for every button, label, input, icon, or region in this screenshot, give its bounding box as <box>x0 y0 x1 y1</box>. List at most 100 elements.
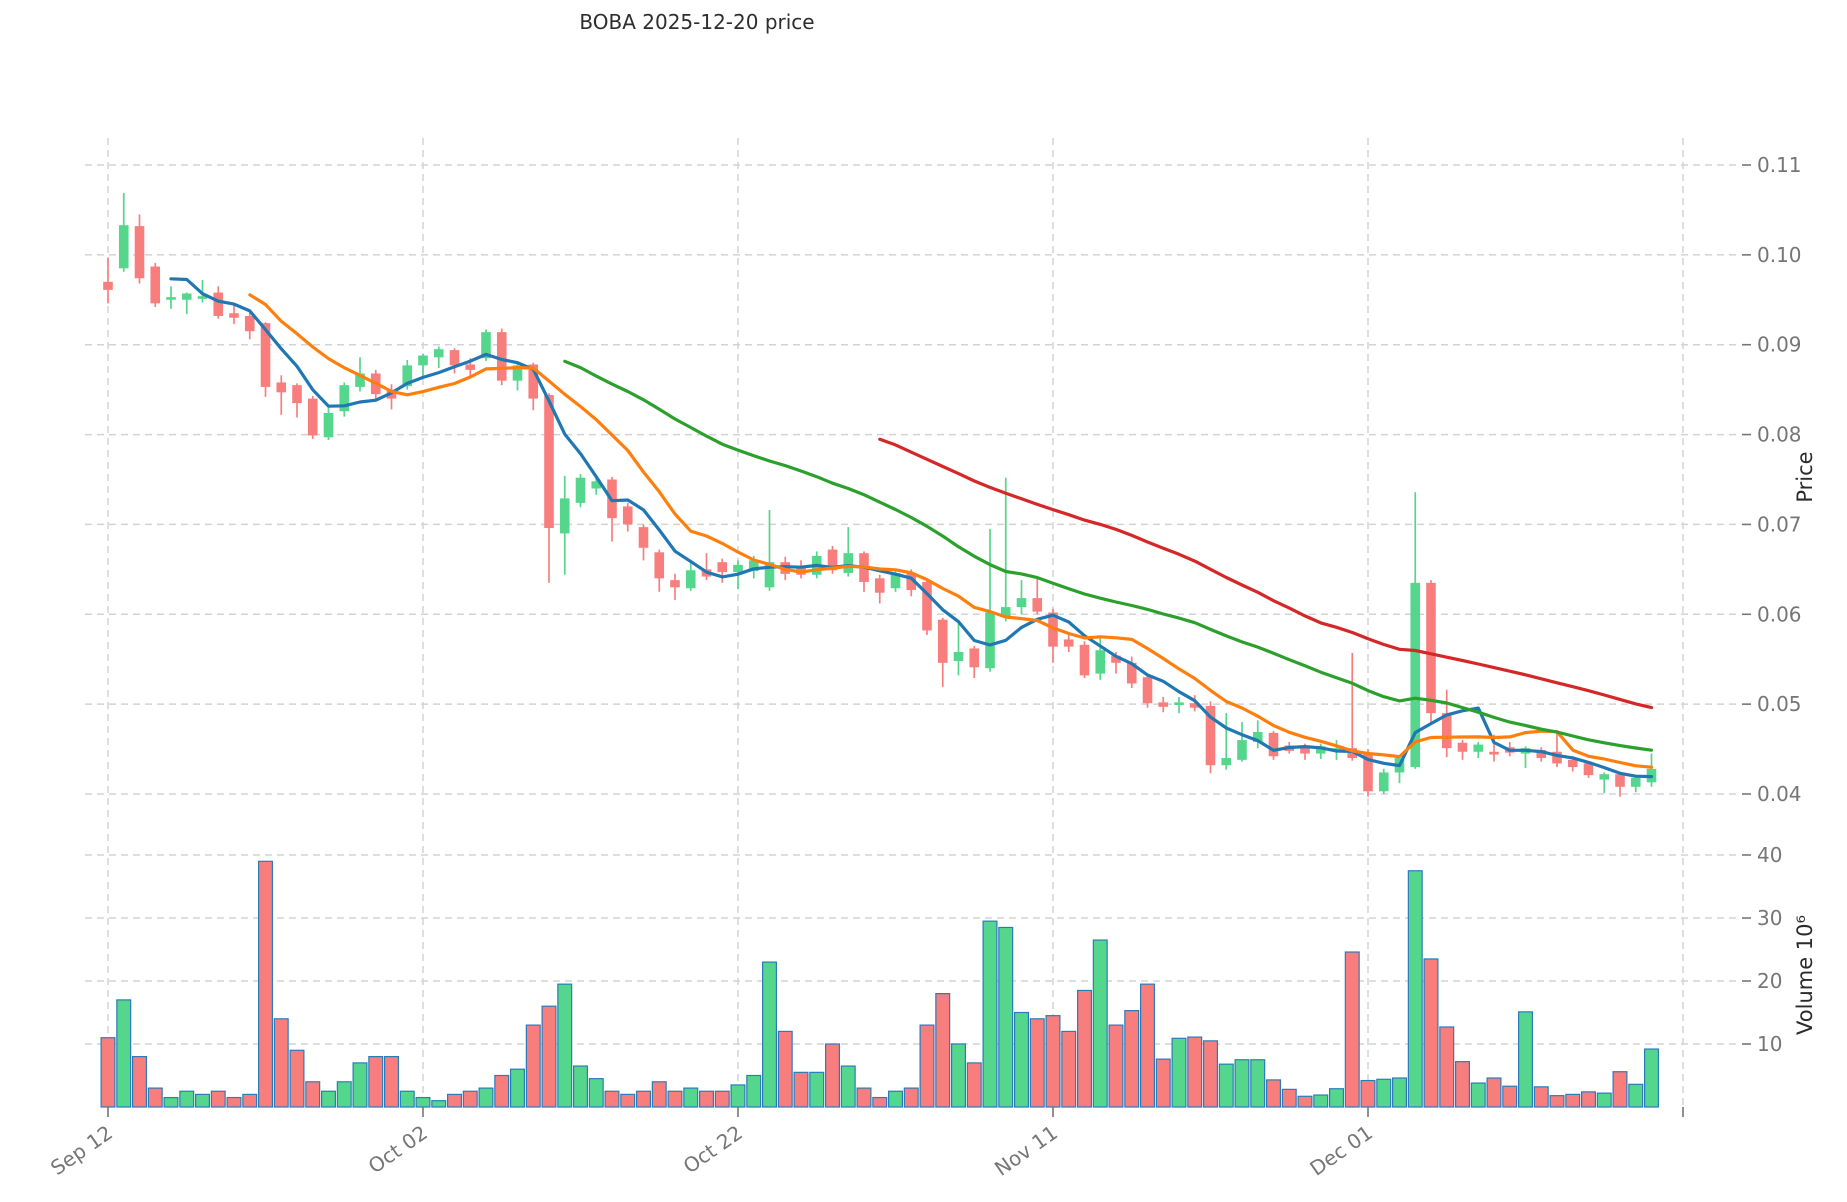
volume-bar <box>1013 1011 1029 1108</box>
candle-body <box>402 365 413 387</box>
volume-bar <box>462 1090 478 1108</box>
candle-body <box>276 382 287 393</box>
volume-bar <box>840 1065 856 1108</box>
candle <box>433 346 444 369</box>
candle-body <box>1158 702 1169 707</box>
chart-title: BOBA 2025-12-20 price <box>579 10 814 34</box>
candle-body <box>1441 713 1452 749</box>
volume-bar <box>273 1018 289 1108</box>
candle <box>1457 740 1468 760</box>
candle-body <box>670 580 680 588</box>
volume-bar <box>620 1093 636 1108</box>
candle <box>1378 768 1389 794</box>
volume-bar <box>1045 1015 1061 1108</box>
volume-bar <box>289 1049 305 1108</box>
candle <box>1221 713 1232 770</box>
volume-bar <box>588 1078 604 1108</box>
candle-body <box>1536 749 1547 759</box>
candle-body <box>307 398 318 436</box>
candle-body <box>1410 582 1421 768</box>
candle <box>1205 701 1216 774</box>
candle <box>559 475 570 575</box>
volume-bar <box>132 1055 148 1108</box>
mav5-line <box>169 277 1654 779</box>
candle-body <box>1111 655 1121 663</box>
candle <box>607 476 617 542</box>
candle-body <box>355 373 365 387</box>
price-axis-title: Price <box>1793 451 1817 502</box>
volume-bar <box>824 1043 840 1108</box>
grid-layer <box>85 138 1740 1107</box>
candle-body <box>733 564 743 573</box>
volume-bar <box>1313 1094 1329 1108</box>
candle <box>449 348 460 374</box>
price-tick-label: 0.04 <box>1757 782 1802 806</box>
candle-body <box>764 562 775 588</box>
candle <box>118 192 129 272</box>
volume-bar <box>793 1071 809 1108</box>
volume-bar <box>1423 958 1439 1108</box>
candle <box>1615 771 1625 797</box>
candle-body <box>654 552 665 579</box>
candle <box>622 502 633 532</box>
volume-bar <box>242 1093 258 1108</box>
date-tick-label: Oct 22 <box>679 1120 747 1178</box>
volume-bar <box>336 1081 352 1108</box>
candle <box>307 395 318 440</box>
candle <box>181 292 192 315</box>
candle-body <box>1630 777 1641 787</box>
candle-body <box>559 498 570 534</box>
candle-body <box>1268 732 1279 757</box>
volume-bar <box>1596 1092 1612 1108</box>
candle-body <box>1126 662 1137 684</box>
volume-bar <box>1139 983 1155 1108</box>
candle <box>1237 722 1247 762</box>
volume-bar <box>1187 1036 1203 1108</box>
volume-bar <box>163 1096 179 1108</box>
candle-body <box>827 549 838 571</box>
price-tick-label: 0.10 <box>1757 243 1802 267</box>
candle <box>1016 580 1027 615</box>
volume-bar <box>1092 939 1108 1108</box>
candle-body <box>339 385 350 412</box>
candle-body <box>1079 644 1090 676</box>
candle <box>244 312 255 340</box>
candle <box>1158 696 1169 713</box>
volume-bar <box>1076 989 1092 1108</box>
candle-body <box>890 572 901 589</box>
candle-body <box>1567 759 1578 768</box>
volume-bar <box>116 999 132 1108</box>
candle-body <box>213 292 224 316</box>
candle <box>1126 656 1137 688</box>
candle <box>685 560 696 591</box>
candle-body <box>717 562 728 573</box>
candle-body <box>103 281 113 290</box>
candle-body <box>1426 582 1436 714</box>
candle-body <box>481 332 491 359</box>
candle <box>859 551 869 592</box>
volume-bar <box>147 1087 163 1108</box>
volume-bar <box>1439 1026 1455 1108</box>
volume-bar <box>1202 1040 1218 1108</box>
candle <box>969 645 980 679</box>
candle <box>1268 731 1279 760</box>
candle-body <box>874 578 885 593</box>
candle <box>1536 747 1547 762</box>
candle <box>874 574 885 604</box>
candle <box>1189 695 1200 712</box>
date-tick-label: Nov 11 <box>990 1120 1062 1180</box>
candle-body <box>1016 598 1027 608</box>
volume-bar <box>399 1090 415 1108</box>
candle <box>496 328 507 386</box>
volume-bar <box>1628 1083 1644 1108</box>
candle <box>1032 577 1043 615</box>
date-tick-label: Sep 12 <box>46 1120 117 1180</box>
candles-layer <box>103 192 1657 797</box>
candle-body <box>1142 677 1153 704</box>
candle <box>1426 580 1436 723</box>
candle <box>339 382 350 417</box>
candle <box>1599 772 1610 794</box>
volume-bar <box>1407 870 1423 1108</box>
volume-bar <box>1580 1091 1596 1108</box>
candle-body <box>1363 752 1373 792</box>
